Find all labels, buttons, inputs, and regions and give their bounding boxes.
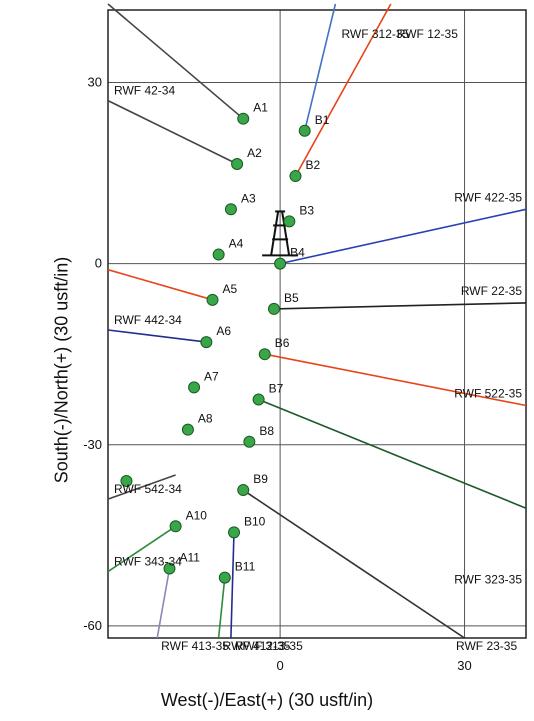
surface-point: [228, 526, 241, 539]
y-axis-title: South(-)/North(+) (30 usft/in): [51, 256, 72, 484]
surface-points: [120, 112, 311, 584]
point-label: A8: [198, 412, 213, 426]
surface-point: [267, 302, 280, 315]
point-label: A4: [229, 237, 244, 251]
x-tick-label: 30: [457, 658, 471, 673]
surface-point: [120, 475, 133, 487]
surface-point: [206, 293, 219, 306]
well-label: RWF 422-35: [454, 190, 522, 204]
surface-point: [188, 381, 201, 394]
surface-point: [224, 203, 237, 216]
surface-point: [163, 562, 176, 575]
drilling-rig-icon: [262, 210, 299, 257]
surface-point: [237, 112, 250, 125]
well-path: [242, 489, 465, 639]
surface-point: [218, 571, 231, 584]
surface-point: [237, 484, 250, 497]
well-path: [258, 398, 527, 509]
well-path: [156, 568, 171, 639]
point-label: A6: [216, 324, 231, 338]
well-label: RWF 441-34: [114, 0, 182, 1]
well-label: RWF 312-35: [341, 27, 409, 41]
x-tick-label: 0: [277, 658, 284, 673]
well-path: [294, 3, 392, 177]
surface-point: [231, 157, 244, 170]
well-label: RWF 413-35: [161, 639, 229, 653]
point-label: B1: [315, 113, 330, 127]
surface-point: [274, 257, 287, 270]
surface-point: [258, 348, 271, 361]
point-label: B10: [244, 514, 266, 528]
point-label: A3: [241, 191, 256, 205]
well-path: [107, 3, 244, 120]
point-label: A1: [253, 101, 268, 115]
point-label: B7: [269, 381, 284, 395]
surface-point: [181, 423, 194, 436]
y-tick-label: 0: [95, 256, 102, 271]
point-label: B4: [290, 246, 305, 260]
plot-frame: [107, 9, 527, 639]
tick-labels: 0 30 30 0 -30 -60: [83, 74, 472, 673]
well-path: [217, 577, 226, 639]
well-path: [264, 353, 527, 407]
y-tick-label: 30: [88, 74, 102, 89]
well-path: [273, 302, 527, 310]
y-tick-label: -30: [83, 437, 102, 452]
point-label: B6: [275, 336, 290, 350]
y-tick-label: -60: [83, 618, 102, 633]
well-label: RWF 522-35: [454, 387, 522, 401]
well-path: [107, 99, 238, 165]
point-label: A7: [204, 369, 219, 383]
point-label: B2: [305, 158, 320, 172]
point-label: B5: [284, 291, 299, 305]
point-label: B3: [299, 203, 314, 217]
well-path: [303, 3, 337, 131]
surface-point: [289, 170, 302, 183]
well-path: [107, 474, 176, 500]
well-label: RWF 343-34: [114, 555, 182, 569]
point-label: A10: [186, 508, 208, 522]
well-label: RWF 23-35: [456, 639, 517, 653]
point-label: B8: [259, 424, 274, 438]
surface-point: [212, 248, 225, 261]
rig-derrick: [262, 210, 299, 257]
well-label: RWF 412-35: [223, 639, 291, 653]
plot-border: [107, 9, 527, 639]
x-axis-title: West(-)/East(+) (30 usft/in): [160, 690, 374, 710]
surface-point: [243, 435, 256, 448]
surface-point: [283, 215, 296, 228]
well-path: [279, 208, 527, 265]
point-label: B9: [253, 472, 268, 486]
well-label: RWF 313-35: [235, 639, 303, 653]
well-path: [107, 329, 207, 343]
point-label: B11: [235, 560, 256, 574]
well-label: RWF 12-35: [397, 27, 458, 41]
surface-point: [252, 393, 265, 406]
derrick-leg: [270, 211, 280, 256]
well-labels: A1 A2 A3 A4 A5 A6 A7 A8 A10 A11 B1 B2 B3 B4 B5 B6 B7 B8 B9…: [114, 0, 522, 653]
surface-point: [200, 336, 213, 349]
annotation-label: RWF 323-35: [454, 573, 522, 587]
well-path: [107, 268, 213, 301]
point-label: A5: [223, 282, 238, 296]
well-path: [107, 525, 177, 573]
point-label: A11: [179, 551, 200, 565]
point-label: A2: [247, 146, 262, 160]
well-label: RWF 542-34: [114, 482, 182, 496]
well-label: RWF 22-35: [461, 284, 522, 298]
well-label: RWF 442-34: [114, 313, 182, 327]
surface-point: [169, 520, 182, 533]
well-label: RWF 42-34: [114, 84, 175, 98]
well-paths: [107, 3, 527, 639]
well-path: [230, 532, 235, 639]
derrick-leg: [281, 211, 291, 256]
surface-point: [298, 124, 311, 137]
